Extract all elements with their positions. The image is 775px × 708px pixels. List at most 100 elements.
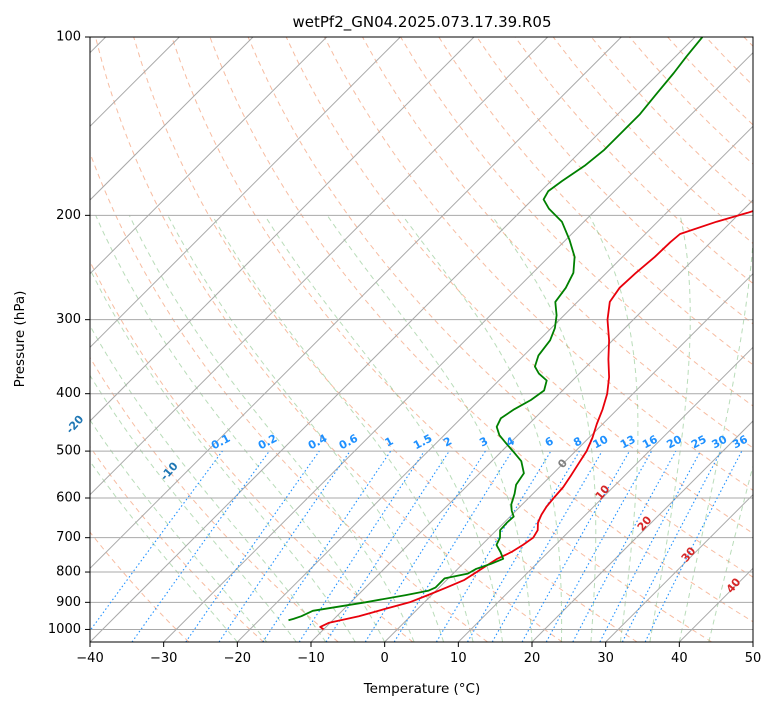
mixing-ratio-line <box>644 450 743 642</box>
dry-adiabat-line <box>247 37 753 578</box>
x-tick-label: −20 <box>224 651 251 666</box>
x-tick-label: −10 <box>297 651 324 666</box>
moist-adiabat-line <box>167 215 445 642</box>
x-tick-label: 50 <box>745 651 762 666</box>
isotherm-line <box>752 641 753 642</box>
moist-adiabat-line <box>128 215 415 642</box>
moist-adiabat-label: 20 <box>635 513 655 533</box>
mixing-ratio-label: 2 <box>441 434 454 449</box>
chart-title: wetPf2_GN04.2025.073.17.39.R05 <box>292 13 551 32</box>
dry-adiabat-line <box>400 37 753 407</box>
moist-adiabat-line <box>211 215 474 642</box>
dry-adiabat-line <box>90 356 339 642</box>
isotherm-line <box>531 420 753 642</box>
isotherm-line <box>605 493 753 642</box>
dry-adiabat-line <box>514 37 753 285</box>
y-tick-label: 600 <box>56 491 81 506</box>
dry-adiabat-line <box>362 37 753 449</box>
moist-adiabat-label: 30 <box>679 544 699 564</box>
moist-adiabat-line <box>326 215 533 642</box>
x-tick-label: 30 <box>597 651 614 666</box>
y-tick-label: 500 <box>56 444 81 459</box>
x-tick-label: −40 <box>76 651 103 666</box>
mixing-ratio-line <box>435 450 552 642</box>
isotherm-line <box>90 37 328 275</box>
isotherm-line <box>90 37 696 642</box>
moist-adiabat-line <box>491 215 597 642</box>
y-axis-label: Pressure (hPa) <box>12 291 28 388</box>
dry-adiabat-label: -10 <box>158 459 181 483</box>
dry-adiabat-line <box>90 151 488 642</box>
mixing-ratio-label: 13 <box>618 433 638 452</box>
mixing-ratio-line <box>218 450 351 642</box>
mixing-ratio-label: 1 <box>383 434 396 449</box>
x-tick-label: 10 <box>450 651 467 666</box>
mixing-ratio-line <box>185 450 320 642</box>
dry-adiabat-line <box>90 445 264 642</box>
moist-adiabat-line <box>401 215 563 642</box>
moist-adiabat-line <box>588 215 639 642</box>
mixing-ratio-line <box>298 450 425 642</box>
moist-adiabat-line <box>95 215 386 642</box>
mixing-ratio-label: 8 <box>571 434 584 449</box>
x-tick-label: 0 <box>381 651 389 666</box>
mixing-ratio-line <box>545 450 653 642</box>
moist-adiabat-line <box>649 215 691 642</box>
x-tick-label: 40 <box>671 651 688 666</box>
moist-adiabat-line <box>708 464 753 642</box>
isotherm-line <box>90 37 622 570</box>
moist-adiabat-label: 40 <box>724 575 744 595</box>
dry-adiabat-label: -20 <box>63 413 86 437</box>
dry-adiabat-line <box>133 37 638 642</box>
isotherm-line <box>384 272 753 642</box>
dry-adiabat-line <box>438 37 753 366</box>
mixing-ratio-label: 30 <box>710 433 730 452</box>
mixing-ratio-label: 25 <box>689 433 709 452</box>
y-tick-label: 700 <box>56 530 81 545</box>
isotherm-line <box>90 37 549 496</box>
isotherm-line <box>457 346 753 642</box>
isotherm-line <box>90 37 254 201</box>
dry-adiabat-line <box>209 37 753 623</box>
moist-adiabat-line <box>90 324 327 642</box>
mixing-ratio-label: 16 <box>640 433 660 452</box>
y-tick-label: 200 <box>56 208 81 223</box>
y-tick-label: 100 <box>56 30 81 45</box>
moist-adiabat-line <box>90 268 356 642</box>
moist-adiabat-label: 10 <box>593 482 613 502</box>
temperature-line <box>319 210 753 631</box>
mixing-ratio-line <box>521 450 630 642</box>
x-axis-label: Temperature (°C) <box>363 681 481 697</box>
mixing-ratio-label: 20 <box>664 433 684 452</box>
moist-adiabat-line <box>90 374 297 642</box>
y-tick-label: 800 <box>56 565 81 580</box>
dry-adiabat-line <box>171 37 712 642</box>
isotherm-line <box>163 51 753 642</box>
isotherm-line <box>310 199 753 642</box>
mixing-ratio-line <box>131 450 270 642</box>
dry-adiabat-line <box>552 37 753 245</box>
moist-adiabat-line <box>90 460 238 642</box>
mixing-ratio-label: 36 <box>730 433 750 452</box>
x-tick-label: 20 <box>524 651 541 666</box>
mixing-ratio-line <box>364 450 486 642</box>
x-tick-label: −30 <box>150 651 177 666</box>
y-tick-label: 300 <box>56 312 81 327</box>
mixing-ratio-label: 0.4 <box>306 432 330 453</box>
dewpoint-line <box>288 37 704 622</box>
isotherm-line <box>90 37 401 349</box>
isotherm-line <box>236 125 753 642</box>
dry-adiabat-line <box>95 37 563 642</box>
plot-background <box>90 37 753 642</box>
mixing-ratio-line <box>467 450 580 642</box>
dry-adiabat-line <box>90 531 190 642</box>
y-tick-label: 900 <box>56 595 81 610</box>
dry-adiabat-line <box>743 37 753 47</box>
mixing-ratio-line <box>572 450 677 642</box>
mixing-ratio-line <box>325 450 450 642</box>
mixing-ratio-label: 6 <box>543 434 556 449</box>
mixing-ratio-label: 10 <box>591 433 611 452</box>
moist-adiabat-line <box>678 236 753 642</box>
mixing-ratio-label: 1.5 <box>411 432 434 453</box>
